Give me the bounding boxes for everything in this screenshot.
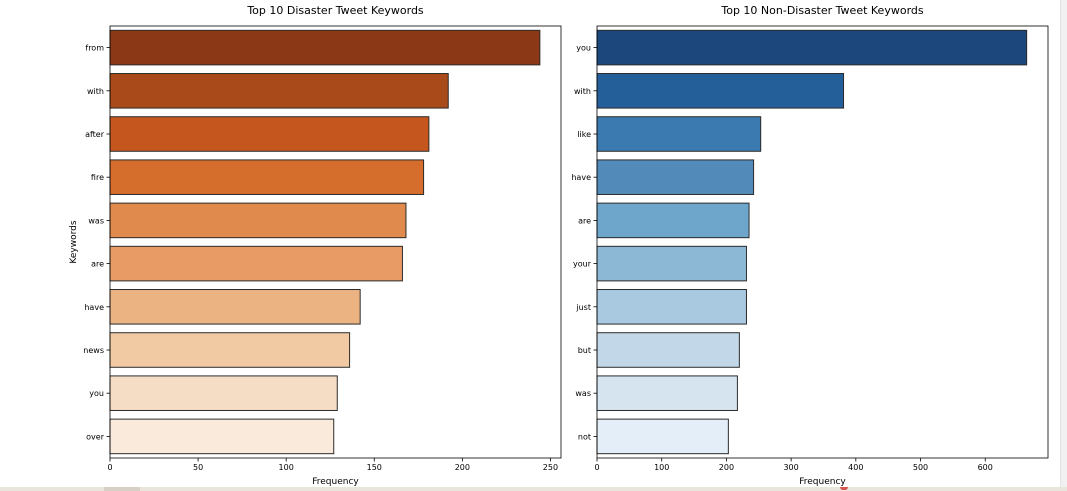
disaster-ytick-label: news [83, 346, 104, 355]
non-disaster-xtick-label: 400 [848, 463, 863, 472]
non-disaster-bar-you [596, 29, 1028, 66]
non-disaster-ytick-label: your [573, 260, 592, 269]
non-disaster-x-axis-label: Frequency [799, 477, 846, 487]
non-disaster-bar-with [596, 73, 845, 109]
disaster-bar-over [109, 418, 335, 455]
non-disaster-bar-your [596, 245, 747, 282]
non-disaster-ytick-label: was [575, 389, 591, 398]
disaster-ytick-label: are [91, 260, 104, 269]
disaster-ytick-label: with [87, 87, 104, 96]
disaster-xtick-label: 150 [367, 463, 382, 472]
disaster-ytick-label: from [85, 44, 104, 53]
non-disaster-ytick-label: are [578, 216, 591, 225]
non-disaster-chart-title: Top 10 Non-Disaster Tweet Keywords [720, 4, 924, 17]
non-disaster-xtick-label: 500 [913, 463, 928, 472]
disaster-bar-news [109, 332, 351, 368]
non-disaster-xtick-label: 0 [594, 463, 599, 472]
disaster-xtick-label: 100 [279, 463, 294, 472]
disaster-ytick-label: after [85, 130, 105, 139]
non-disaster-bar-but [596, 332, 740, 368]
non-disaster-bar-was [596, 375, 738, 411]
non-disaster-bar-have [596, 159, 755, 195]
status-indicator [840, 487, 848, 490]
non-disaster-xtick-label: 300 [783, 463, 798, 472]
non-disaster-chart: Top 10 Non-Disaster Tweet Keywords you wit… [571, 4, 1049, 487]
non-disaster-ytick-label: not [578, 432, 591, 441]
disaster-ytick-label: you [89, 389, 104, 398]
disaster-bar-you [109, 375, 338, 411]
disaster-bar-fire [109, 159, 425, 195]
non-disaster-ytick-label: with [574, 87, 591, 96]
disaster-ytick-label: have [84, 303, 104, 312]
disaster-bar-was [109, 202, 407, 239]
disaster-bar-are [109, 245, 403, 282]
non-disaster-axes-frame [596, 25, 1049, 459]
disaster-ytick-label: over [86, 432, 105, 441]
disaster-xtick-label: 50 [193, 463, 203, 472]
non-disaster-ytick-label: like [577, 130, 591, 139]
disaster-chart-title: Top 10 Disaster Tweet Keywords [246, 4, 424, 17]
non-disaster-bar-just [596, 289, 747, 325]
non-disaster-ytick-label: just [575, 303, 591, 312]
disaster-y-axis-label: Keywords [69, 220, 79, 263]
non-disaster-ytick-label: have [571, 173, 591, 182]
disaster-xtick-label: 250 [543, 463, 558, 472]
disaster-chart: Top 10 Disaster Tweet Keywords from with af… [69, 4, 562, 487]
disaster-bar-after [109, 116, 430, 152]
bottom-toolbar-strip [0, 487, 1067, 491]
disaster-bar-with [109, 73, 449, 109]
disaster-bar-have [109, 289, 361, 325]
non-disaster-ytick-label: but [578, 346, 591, 355]
scrollbar-track[interactable] [1060, 0, 1067, 491]
non-disaster-xtick-label: 600 [978, 463, 993, 472]
non-disaster-xtick-label: 200 [719, 463, 734, 472]
disaster-x-axis-label: Frequency [312, 477, 359, 487]
non-disaster-bar-are [596, 202, 750, 239]
disaster-ytick-label: fire [91, 173, 104, 182]
non-disaster-bar-like [596, 116, 762, 152]
toolbar-slot [104, 487, 140, 491]
disaster-ytick-label: was [88, 216, 104, 225]
non-disaster-ytick-label: you [576, 44, 591, 53]
non-disaster-bar-not [596, 418, 729, 455]
disaster-axes-frame [109, 25, 562, 459]
disaster-xtick-label: 200 [455, 463, 470, 472]
disaster-xtick-label: 0 [107, 463, 112, 472]
non-disaster-xtick-label: 100 [654, 463, 669, 472]
disaster-bar-from [109, 29, 541, 66]
